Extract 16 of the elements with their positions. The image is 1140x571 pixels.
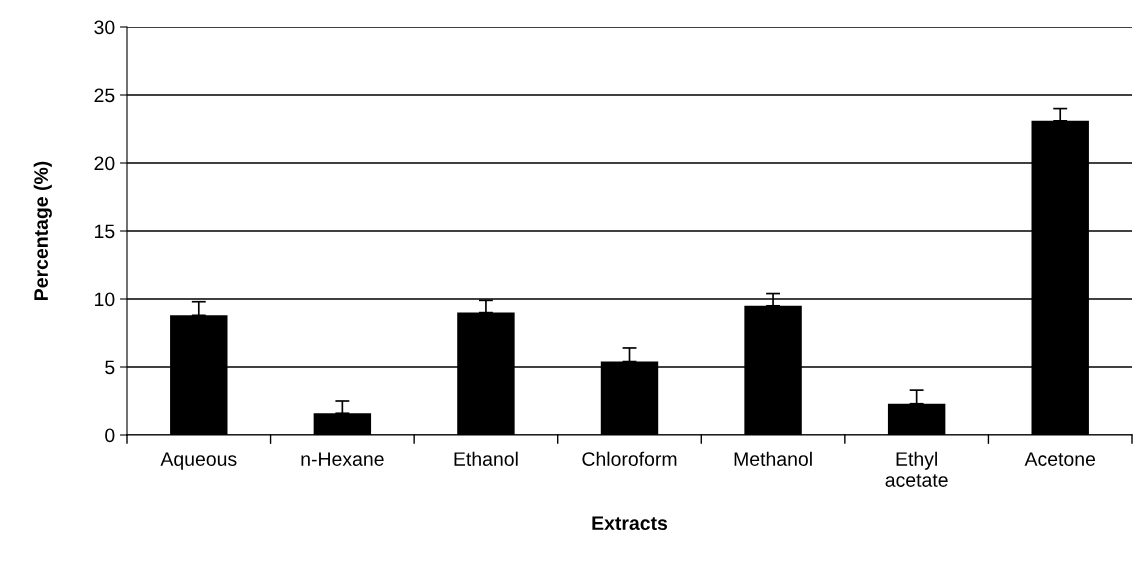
x-tick-label: Acetone [1024, 452, 1096, 466]
y-tick-label: 15 [95, 224, 115, 239]
y-tick-label: 5 [105, 360, 115, 375]
x-tick-label: Ethyl acetate [885, 451, 948, 487]
x-tick-label: Methanol [734, 451, 812, 466]
y-tick-label: 30 [94, 20, 115, 35]
y-tick-label: 20 [94, 156, 115, 171]
y-tick-label: 10 [95, 292, 115, 307]
x-tick-label: Aqueous [160, 452, 237, 470]
x-tick-label: Ethanol [454, 451, 518, 466]
y-tick-label: 0 [105, 428, 115, 443]
x-tick-label: n-Hexane [301, 452, 384, 466]
y-tick-label: 25 [94, 88, 115, 103]
x-axis-title: Extracts [592, 516, 668, 531]
y-axis-title: Percentage (%) [33, 161, 52, 300]
x-tick-label: Chloroform [582, 451, 677, 466]
